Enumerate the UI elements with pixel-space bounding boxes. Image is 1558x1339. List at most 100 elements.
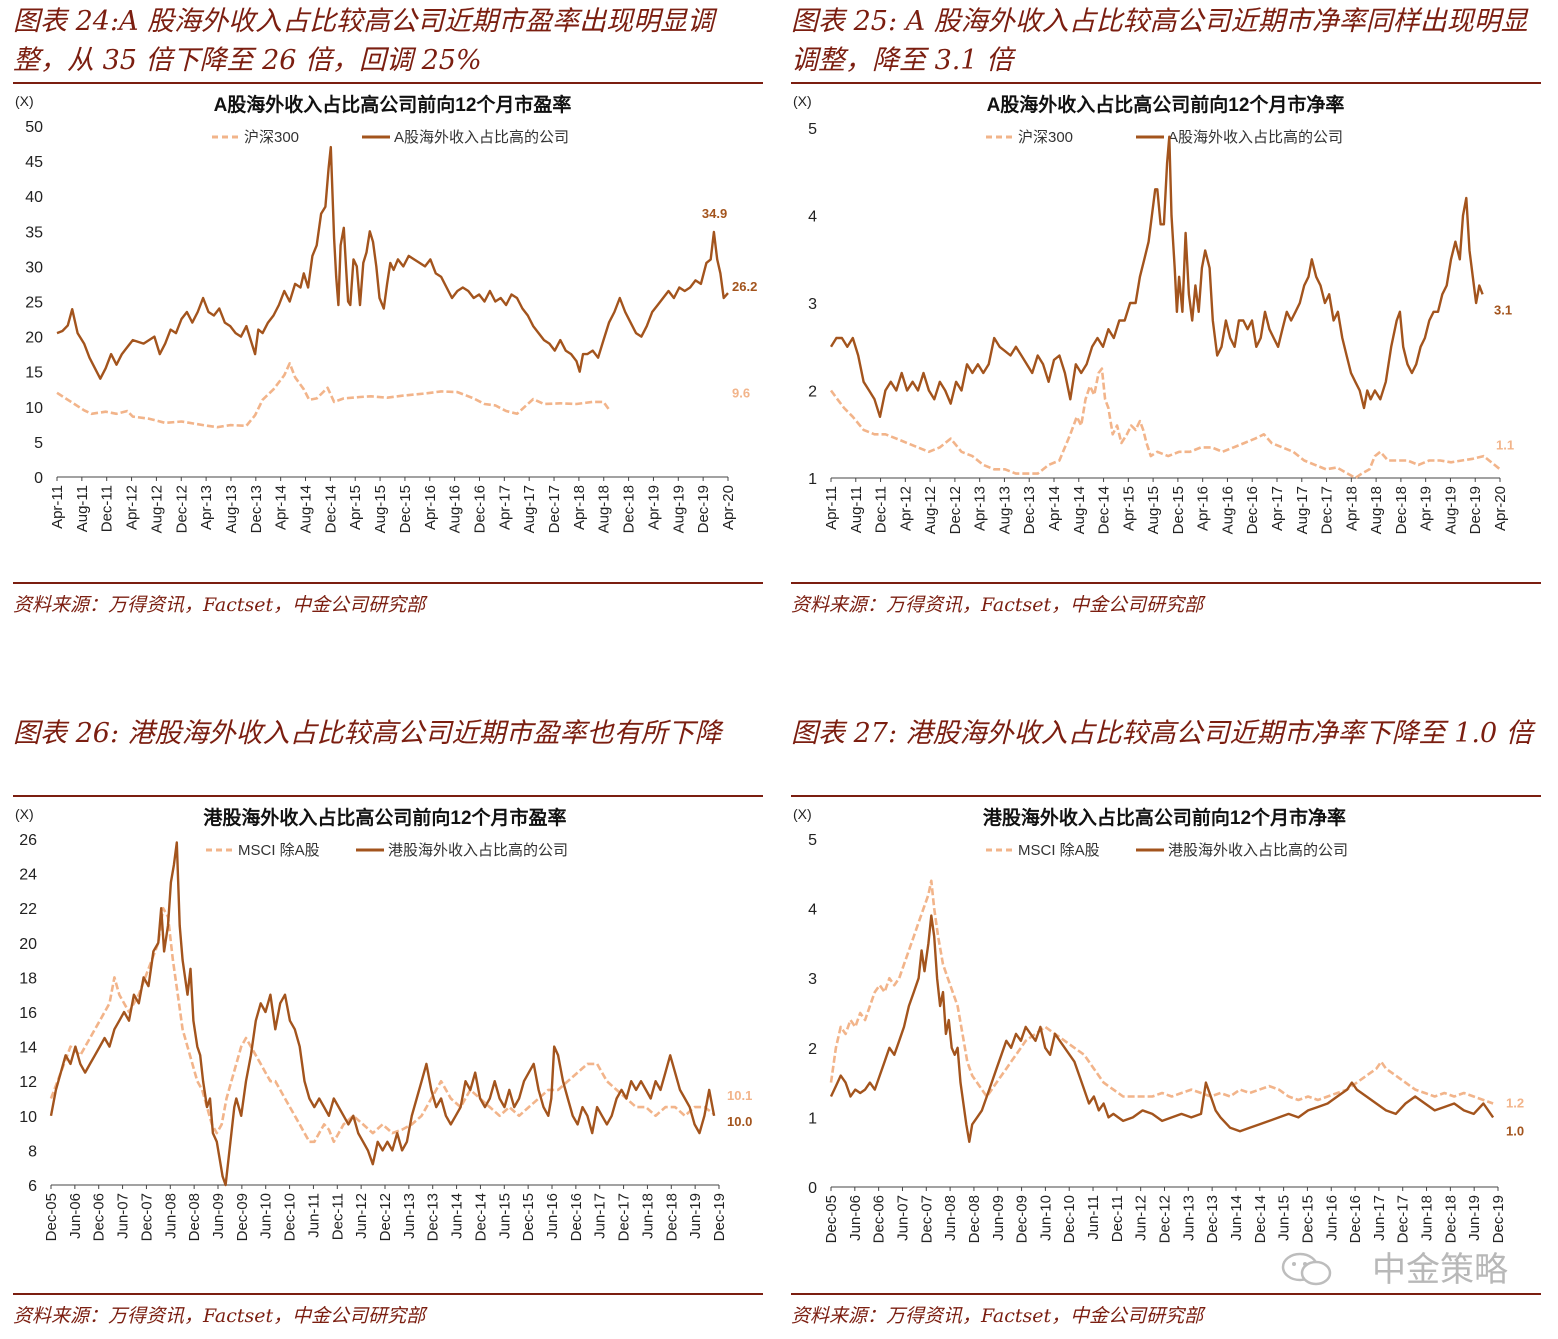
x-tick-label: Aug-13 xyxy=(996,486,1013,534)
x-tick-label: Dec-12 xyxy=(947,486,964,534)
y-tick-label: 10 xyxy=(19,1109,37,1126)
x-tick-label: Aug-19 xyxy=(670,485,687,533)
x-tick-label: Dec-13 xyxy=(425,1193,442,1241)
x-tick-label: Aug-17 xyxy=(521,485,538,533)
x-tick-label: Jun-07 xyxy=(894,1195,911,1241)
legend-label: 港股海外收入占比高的公司 xyxy=(1168,842,1348,859)
y-tick-label: 25 xyxy=(25,295,43,312)
x-tick-label: Aug-15 xyxy=(1145,486,1162,534)
x-tick-label: Dec-08 xyxy=(186,1193,203,1241)
x-tick-label: Apr-20 xyxy=(720,485,737,530)
x-tick-label: Dec-17 xyxy=(1395,1195,1412,1243)
x-tick-label: Aug-12 xyxy=(922,486,939,534)
y-tick-label: 5 xyxy=(808,832,817,849)
chart-26: 港股海外收入占比高公司前向12个月市盈率 (X) 6 8 10 12 14 16 18 20 22 2… xyxy=(15,806,752,1241)
x-tick-label: Aug-11 xyxy=(848,486,865,533)
x-tick-label: Aug-18 xyxy=(1368,486,1385,534)
figure-title: 图表 25: A 股海外收入占比较高公司近期市净率同样出现明显调整，降至 3.1… xyxy=(791,6,1528,76)
y-tick-label: 10 xyxy=(25,400,43,417)
x-tick-label: Dec-11 xyxy=(99,485,116,532)
data-label: 9.6 xyxy=(732,386,750,401)
x-tick-label: Dec-15 xyxy=(520,1193,537,1241)
x-tick-label: Dec-15 xyxy=(397,485,414,533)
y-tick-label: 24 xyxy=(19,867,37,884)
x-tick-label: Dec-07 xyxy=(918,1195,935,1243)
x-tick-label: Jun-18 xyxy=(1419,1195,1436,1241)
chart-25: A股海外收入占比高公司前向12个月市净率 (X) 1 2 3 4 5 Apr-11 Aug-11… xyxy=(793,93,1514,534)
wechat-icon xyxy=(1281,1252,1332,1286)
y-tick-label: 45 xyxy=(25,154,43,171)
figure-title: 图表 24:A 股海外收入占比较高公司近期市盈率出现明显调整，从 35 倍下降至… xyxy=(13,6,715,76)
series-line-overseas-revenue xyxy=(829,914,1495,1143)
figure-27: 图表 27: 港股海外收入占比较高公司近期市净率下降至 1.0 倍 港股海外收入… xyxy=(791,712,1541,1339)
chart-title: A股海外收入占比高公司前向12个月市净率 xyxy=(987,93,1345,116)
x-tick-label: Jun-18 xyxy=(639,1193,656,1239)
x-tick-label: Apr-14 xyxy=(273,485,290,530)
x-tick-label: Jun-13 xyxy=(401,1193,418,1239)
y-tick-label: 0 xyxy=(34,470,43,487)
x-tick-label: Dec-12 xyxy=(173,485,190,533)
y-tick-label: 12 xyxy=(19,1074,37,1091)
x-tick-label: Dec-12 xyxy=(377,1193,394,1241)
x-tick-label: Aug-18 xyxy=(596,485,613,533)
series-line-overseas-revenue xyxy=(829,135,1484,418)
x-tick-label: Jun-11 xyxy=(1085,1195,1102,1240)
x-tick-label: Dec-17 xyxy=(1319,486,1336,534)
x-tick-label: Dec-14 xyxy=(1252,1195,1269,1243)
x-tick-label: Dec-18 xyxy=(1442,1195,1459,1243)
x-tick-label: Aug-12 xyxy=(148,485,165,533)
data-label: 10.1 xyxy=(727,1088,752,1103)
x-tick-label: Apr-12 xyxy=(124,485,141,530)
x-tick-label: Jun-12 xyxy=(353,1193,370,1239)
y-tick-label: 20 xyxy=(25,330,43,347)
chart-title: 港股海外收入占比高公司前向12个月市盈率 xyxy=(203,806,566,829)
bottom-rule xyxy=(791,582,1541,584)
data-label: 1.1 xyxy=(1496,437,1514,452)
y-tick-label: 2 xyxy=(808,1041,817,1058)
x-tick-label: Dec-07 xyxy=(138,1193,155,1241)
y-tick-label: 5 xyxy=(808,121,817,138)
x-tick-label: Dec-19 xyxy=(1467,486,1484,534)
source-note: 资料来源：万得资讯，Factset，中金公司研究部 xyxy=(791,594,1204,616)
y-tick-label: 1 xyxy=(808,471,817,488)
x-tick-label: Apr-17 xyxy=(496,485,513,530)
x-tick-label: Dec-19 xyxy=(695,485,712,533)
x-tick-label: Dec-13 xyxy=(1204,1195,1221,1243)
x-tick-label: Dec-16 xyxy=(471,485,488,533)
y-tick-label: 16 xyxy=(19,1005,37,1022)
x-tick-label: Jun-16 xyxy=(1323,1195,1340,1241)
x-tick-label: Aug-15 xyxy=(372,485,389,533)
x-tick-label: Dec-17 xyxy=(546,485,563,533)
figure-title: 图表 26: 港股海外收入占比较高公司近期市盈率也有所下降 xyxy=(13,718,722,749)
top-rule xyxy=(791,82,1541,84)
x-tick-label: Apr-18 xyxy=(571,485,588,530)
source-note: 资料来源：万得资讯，Factset，中金公司研究部 xyxy=(13,1305,426,1327)
series-line-overseas-revenue xyxy=(56,145,729,380)
x-tick-label: Dec-12 xyxy=(1157,1195,1174,1243)
y-tick-label: 3 xyxy=(808,971,817,988)
chart-title: A股海外收入占比高公司前向12个月市盈率 xyxy=(214,93,572,116)
bottom-rule xyxy=(13,1293,763,1295)
x-tick-label: Dec-06 xyxy=(91,1193,108,1241)
y-tick-label: 0 xyxy=(808,1180,817,1197)
unit-label: (X) xyxy=(15,806,34,822)
x-tick-label: Jun-19 xyxy=(1466,1195,1483,1241)
y-tick-label: 14 xyxy=(19,1040,37,1057)
source-note: 资料来源：万得资讯，Factset，中金公司研究部 xyxy=(791,1305,1204,1327)
data-label: 3.1 xyxy=(1494,302,1512,317)
x-tick-label: Jun-11 xyxy=(305,1193,322,1238)
top-rule xyxy=(13,82,763,84)
y-tick-label: 35 xyxy=(25,224,43,241)
x-tick-label: Dec-11 xyxy=(329,1193,346,1240)
x-tick-label: Jun-15 xyxy=(496,1193,513,1239)
series-line-benchmark xyxy=(49,906,715,1144)
figure-24: 图表 24:A 股海外收入占比较高公司近期市盈率出现明显调整，从 35 倍下降至… xyxy=(13,0,763,630)
x-tick-label: Apr-17 xyxy=(1269,486,1286,531)
figure-26: 图表 26: 港股海外收入占比较高公司近期市盈率也有所下降 港股海外收入占比高公… xyxy=(13,712,763,1339)
x-tick-label: Dec-10 xyxy=(282,1193,299,1241)
x-tick-label: Apr-14 xyxy=(1046,486,1063,531)
x-tick-label: Jun-17 xyxy=(592,1193,609,1239)
legend-label: A股海外收入占比高的公司 xyxy=(394,129,569,146)
unit-label: (X) xyxy=(793,93,812,109)
y-tick-label: 26 xyxy=(19,832,37,849)
